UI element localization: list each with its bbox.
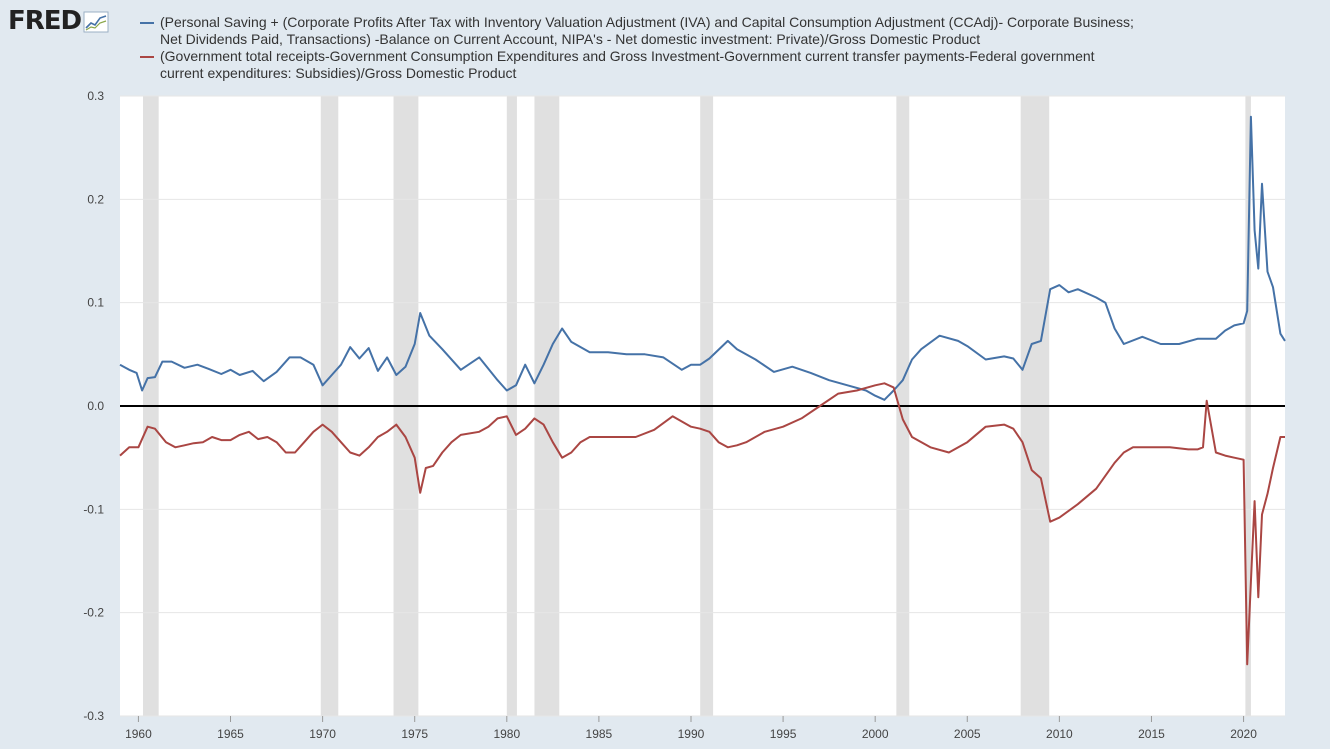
x-tick-label-11: 2015 [1138,727,1165,741]
legend-entry-series-2[interactable]: (Government total receipts-Government Co… [140,48,1140,82]
fred-logo-text: FRED [8,6,82,36]
legend-swatch-series-2 [140,56,154,58]
x-tick-label-12: 2020 [1230,727,1257,741]
y-tick-label-5: -0.2 [83,606,104,620]
series-line-2 [119,382,1285,666]
x-tick-label-10: 2010 [1046,727,1073,741]
fred-logo[interactable]: FRED [8,6,109,36]
legend-entry-series-1[interactable]: (Personal Saving + (Corporate Profits Af… [140,14,1140,48]
y-tick-label-1: 0.2 [87,192,104,206]
x-tick-label-1: 1965 [217,727,244,741]
y-tick-label-0: 0.3 [87,89,104,103]
legend-label-series-1: (Personal Saving + (Corporate Profits Af… [160,14,1134,47]
x-tick-label-8: 2000 [862,727,889,741]
x-tick-label-6: 1990 [678,727,705,741]
y-tick-label-4: -0.1 [83,502,104,516]
x-tick-label-4: 1980 [493,727,520,741]
x-tick-label-3: 1975 [401,727,428,741]
x-tick-label-0: 1960 [125,727,152,741]
x-tick-label-5: 1985 [586,727,613,741]
legend-label-series-2: (Government total receipts-Government Co… [160,48,1095,81]
x-tick-label-7: 1995 [770,727,797,741]
y-tick-label-3: 0.0 [87,399,104,413]
x-tick-label-2: 1970 [309,727,336,741]
chart-line-icon [83,11,109,33]
x-tick-label-9: 2005 [954,727,981,741]
legend-swatch-series-1 [140,22,154,24]
series-line-1 [119,115,1286,401]
y-tick-label-6: -0.3 [83,709,104,723]
y-tick-label-2: 0.1 [87,296,104,310]
chart-legend: (Personal Saving + (Corporate Profits Af… [140,14,1140,82]
